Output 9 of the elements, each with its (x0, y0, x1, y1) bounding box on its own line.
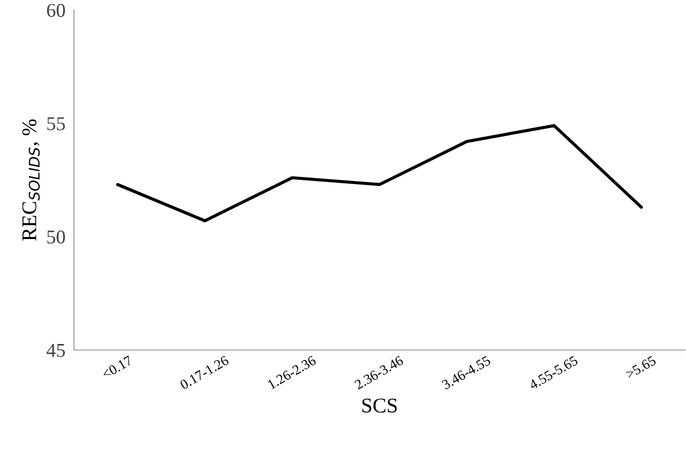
y-tick-label: 50 (47, 230, 65, 244)
x-tick-label: >5.65 (625, 356, 657, 380)
x-tick-label: <0.17 (101, 355, 133, 380)
line-series (116, 124, 643, 222)
x-axis-title: SCS (362, 398, 397, 413)
y-tick-label: 45 (46, 344, 65, 357)
y-axis-title: REC$_{SOLIDS}$, % (22, 119, 40, 241)
y-tick-label: 60 (47, 4, 65, 17)
y-tick-label: 55 (47, 117, 65, 130)
